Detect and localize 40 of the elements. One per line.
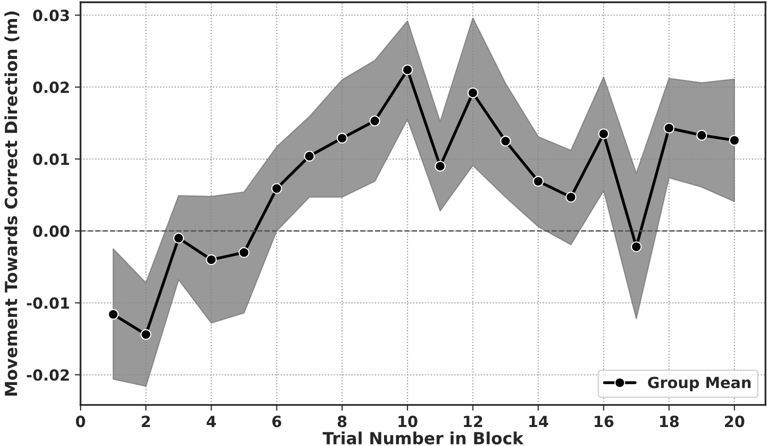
legend-label: Group Mean [648, 376, 751, 392]
x-tick-label: 4 [206, 416, 216, 427]
point [140, 329, 152, 340]
point [630, 241, 642, 252]
point [467, 87, 478, 98]
point [336, 132, 348, 144]
point [304, 150, 315, 162]
point [369, 116, 380, 126]
x-tick-label: 16 [594, 416, 614, 428]
y-axis-title: Movement Towards Correct Direction (m) [4, 12, 20, 396]
x-axis-title: Trial Number in Block [322, 432, 524, 444]
point [173, 232, 184, 244]
point [664, 122, 674, 134]
x-tick-label: 14 [529, 416, 548, 427]
x-tick-label: 8 [338, 416, 346, 428]
point [566, 192, 576, 203]
x-tick-label: 18 [660, 416, 679, 428]
point [532, 176, 544, 187]
y-tick-label: 0.00 [33, 225, 70, 237]
point [598, 128, 610, 140]
point [402, 64, 413, 76]
point [206, 254, 217, 266]
y-tick-label: -0.02 [26, 369, 69, 381]
x-tick-label: 0 [76, 416, 86, 428]
x-tick-label: 10 [398, 416, 418, 428]
point [434, 160, 446, 172]
x-tick-label: 2 [142, 416, 150, 427]
x-tick-label: 20 [724, 416, 744, 428]
point [271, 183, 282, 194]
point [500, 136, 511, 146]
y-tick-label: 0.02 [33, 82, 69, 94]
point [696, 130, 708, 141]
y-tick-label: 0.03 [33, 10, 69, 22]
point [238, 247, 250, 258]
y-tick-label: 0.01 [33, 153, 70, 166]
x-tick-label: 6 [272, 416, 282, 428]
x-tick-label: 12 [464, 416, 482, 427]
point [108, 308, 119, 320]
y-tick-label: -0.01 [26, 297, 70, 309]
point [729, 134, 740, 146]
